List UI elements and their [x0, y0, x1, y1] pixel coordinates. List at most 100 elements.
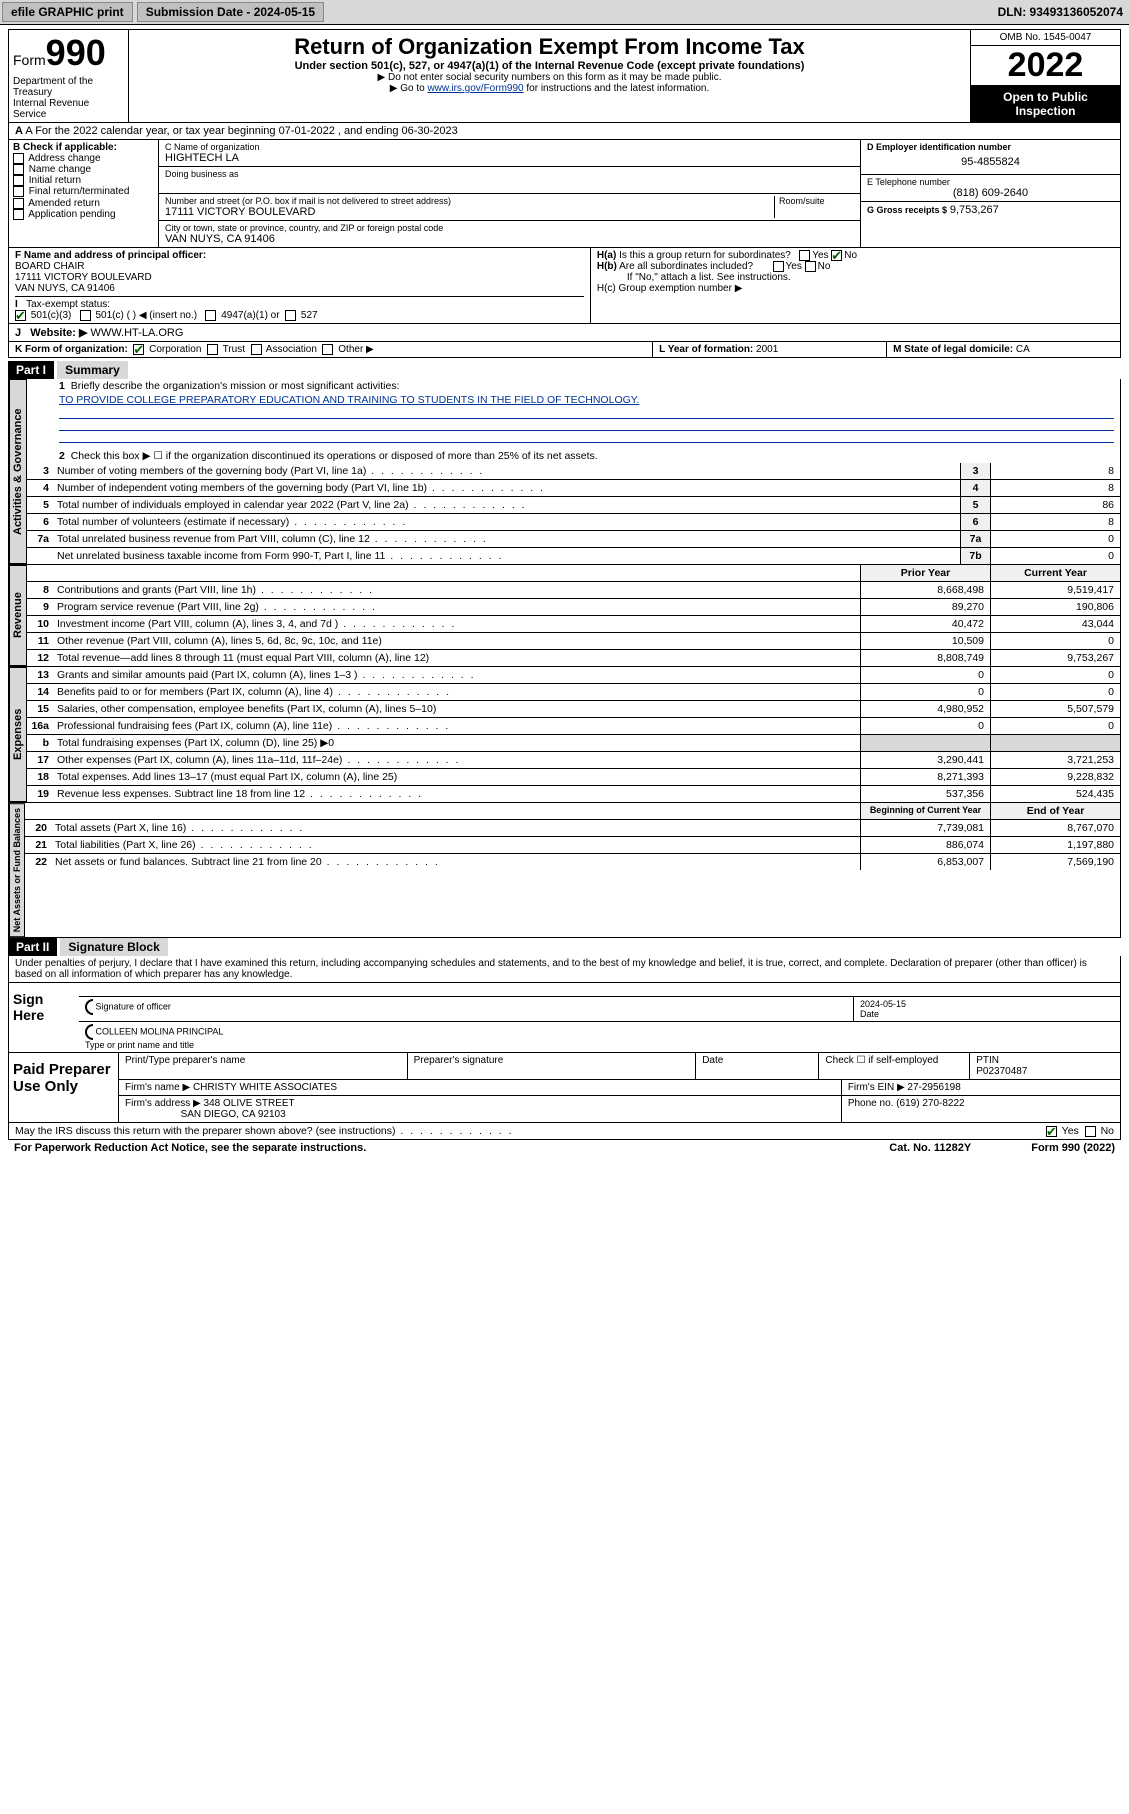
addr-label: Number and street (or P.O. box if mail i… — [165, 196, 774, 206]
firm-name: CHRISTY WHITE ASSOCIATES — [193, 1082, 337, 1093]
line20-prior: 7,739,081 — [860, 820, 990, 836]
line4-desc: Number of independent voting members of … — [53, 480, 960, 496]
line15-desc: Salaries, other compensation, employee b… — [53, 701, 860, 717]
line21-curr: 1,197,880 — [990, 837, 1120, 853]
line22-curr: 7,569,190 — [990, 854, 1120, 870]
chk-501c3[interactable] — [15, 310, 26, 321]
dln-label: DLN: 93493136052074 — [992, 3, 1129, 21]
chk-final-return[interactable] — [13, 186, 24, 197]
line18-desc: Total expenses. Add lines 13–17 (must eq… — [53, 769, 860, 785]
part2-header: Part II — [8, 938, 57, 956]
hdr-current: Current Year — [990, 565, 1120, 581]
prep-h1: Print/Type preparer's name — [119, 1053, 408, 1079]
prep-h3: Date — [696, 1053, 819, 1079]
line3-val: 8 — [990, 463, 1120, 479]
line13-curr: 0 — [990, 667, 1120, 683]
cat-no: Cat. No. 11282Y — [889, 1142, 971, 1154]
line5-val: 86 — [990, 497, 1120, 513]
chk-501c[interactable] — [80, 310, 91, 321]
chk-hb-yes[interactable] — [773, 261, 784, 272]
hb-label: H(b) Are all subordinates included? Yes … — [597, 261, 1114, 272]
chk-discuss-no[interactable] — [1085, 1126, 1096, 1137]
chk-address-change[interactable] — [13, 153, 24, 164]
discuss-row: May the IRS discuss this return with the… — [8, 1123, 1121, 1140]
hdr-beginning: Beginning of Current Year — [860, 803, 990, 819]
name-title-label: Type or print name and title — [85, 1040, 194, 1050]
tax-status-label: Tax-exempt status: — [26, 299, 110, 310]
chk-name-change[interactable] — [13, 164, 24, 175]
line4-val: 8 — [990, 480, 1120, 496]
chk-assoc[interactable] — [251, 344, 262, 355]
form-footer: Form 990 (2022) — [1031, 1142, 1115, 1154]
line14-curr: 0 — [990, 684, 1120, 700]
pra-notice: For Paperwork Reduction Act Notice, see … — [14, 1142, 366, 1154]
dept-label: Department of the Treasury — [13, 76, 124, 98]
line19-curr: 524,435 — [990, 786, 1120, 802]
line10-prior: 40,472 — [860, 616, 990, 632]
line8-prior: 8,668,498 — [860, 582, 990, 598]
ptin-label: PTIN — [976, 1055, 999, 1066]
irs-label: Internal Revenue Service — [13, 98, 124, 120]
ein-label: D Employer identification number — [867, 142, 1114, 152]
city-label: City or town, state or province, country… — [165, 223, 854, 233]
line17-desc: Other expenses (Part IX, column (A), lin… — [53, 752, 860, 768]
org-name: HIGHTECH LA — [165, 152, 854, 164]
chk-hb-no[interactable] — [805, 261, 816, 272]
officer-label: F Name and address of principal officer: — [15, 250, 584, 261]
submission-date-button[interactable]: Submission Date - 2024-05-15 — [137, 2, 324, 22]
irs-link[interactable]: www.irs.gov/Form990 — [427, 83, 523, 94]
firm-addr1: 348 OLIVE STREET — [204, 1098, 295, 1109]
part2-title: Signature Block — [60, 938, 167, 956]
chk-initial-return[interactable] — [13, 175, 24, 186]
line19-desc: Revenue less expenses. Subtract line 18 … — [53, 786, 860, 802]
form-header: Form990 Department of the Treasury Inter… — [8, 29, 1121, 123]
chk-other[interactable] — [322, 344, 333, 355]
chk-app-pending[interactable] — [13, 209, 24, 220]
officer-name: BOARD CHAIR — [15, 261, 584, 272]
chk-discuss-yes[interactable] — [1046, 1126, 1057, 1137]
prep-h2: Preparer's signature — [408, 1053, 697, 1079]
line13-prior: 0 — [860, 667, 990, 683]
firm-ein: 27-2956198 — [907, 1082, 960, 1093]
officer-printed-name: COLLEEN MOLINA PRINCIPAL — [96, 1027, 224, 1037]
chk-ha-yes[interactable] — [799, 250, 810, 261]
part1-header: Part I — [8, 361, 54, 379]
sig-date: 2024-05-15 — [860, 999, 1114, 1009]
chk-527[interactable] — [285, 310, 296, 321]
chk-amended[interactable] — [13, 198, 24, 209]
firm-name-label: Firm's name ▶ — [125, 1082, 190, 1093]
street-address: 17111 VICTORY BOULEVARD — [165, 206, 774, 218]
col-b-header: B Check if applicable: — [13, 142, 154, 153]
phone-value: (818) 609-2640 — [867, 187, 1114, 199]
line9-prior: 89,270 — [860, 599, 990, 615]
org-name-label: C Name of organization — [165, 142, 854, 152]
firm-addr-label: Firm's address ▶ — [125, 1098, 201, 1109]
line14-prior: 0 — [860, 684, 990, 700]
ha-label: H(a) Is this a group return for subordin… — [597, 250, 1114, 261]
chk-ha-no[interactable] — [831, 250, 842, 261]
vtab-governance: Activities & Governance — [9, 379, 27, 564]
line10-curr: 43,044 — [990, 616, 1120, 632]
gross-value: 9,753,267 — [950, 204, 999, 216]
efile-button[interactable]: efile GRAPHIC print — [2, 2, 133, 22]
mission-answer: TO PROVIDE COLLEGE PREPARATORY EDUCATION… — [27, 393, 1120, 407]
line21-prior: 886,074 — [860, 837, 990, 853]
chk-4947[interactable] — [205, 310, 216, 321]
line8-curr: 9,519,417 — [990, 582, 1120, 598]
instr-1: ▶ Do not enter social security numbers o… — [133, 72, 966, 83]
chk-trust[interactable] — [207, 344, 218, 355]
prep-phone: (619) 270-8222 — [896, 1098, 964, 1109]
form-title: Return of Organization Exempt From Incom… — [133, 34, 966, 60]
line18-curr: 9,228,832 — [990, 769, 1120, 785]
row-a-tax-year: A A For the 2022 calendar year, or tax y… — [8, 123, 1121, 140]
line14-desc: Benefits paid to or for members (Part IX… — [53, 684, 860, 700]
mission-q: Briefly describe the organization's miss… — [71, 380, 400, 392]
paid-preparer-block: Paid Preparer Use Only Print/Type prepar… — [8, 1053, 1121, 1123]
phone-label: E Telephone number — [867, 177, 1114, 187]
dba-label: Doing business as — [165, 169, 854, 179]
line22-prior: 6,853,007 — [860, 854, 990, 870]
vtab-expenses: Expenses — [9, 667, 27, 802]
sign-here-label: Sign Here — [9, 983, 79, 1052]
chk-corp[interactable] — [133, 344, 144, 355]
line10-desc: Investment income (Part VIII, column (A)… — [53, 616, 860, 632]
